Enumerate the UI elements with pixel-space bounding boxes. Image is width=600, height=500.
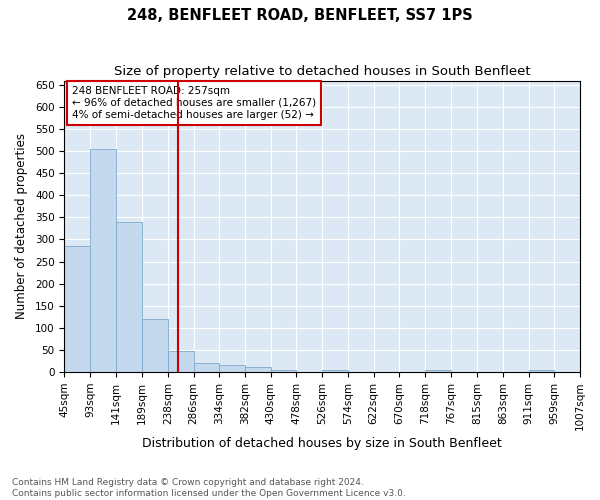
- Bar: [425, 370, 451, 372]
- Title: Size of property relative to detached houses in South Benfleet: Size of property relative to detached ho…: [114, 65, 530, 78]
- Bar: [529, 370, 554, 372]
- Text: Contains HM Land Registry data © Crown copyright and database right 2024.
Contai: Contains HM Land Registry data © Crown c…: [12, 478, 406, 498]
- Bar: [220, 365, 245, 372]
- Y-axis label: Number of detached properties: Number of detached properties: [15, 133, 28, 319]
- Bar: [322, 370, 348, 372]
- Bar: [271, 370, 296, 372]
- Text: 248 BENFLEET ROAD: 257sqm
← 96% of detached houses are smaller (1,267)
4% of sem: 248 BENFLEET ROAD: 257sqm ← 96% of detac…: [72, 86, 316, 120]
- X-axis label: Distribution of detached houses by size in South Benfleet: Distribution of detached houses by size …: [142, 437, 502, 450]
- Text: 248, BENFLEET ROAD, BENFLEET, SS7 1PS: 248, BENFLEET ROAD, BENFLEET, SS7 1PS: [127, 8, 473, 22]
- Bar: [245, 368, 271, 372]
- Bar: [194, 363, 220, 372]
- Bar: [116, 222, 142, 372]
- Bar: [90, 149, 116, 372]
- Bar: [64, 246, 90, 372]
- Bar: [142, 319, 168, 372]
- Bar: [168, 350, 194, 372]
